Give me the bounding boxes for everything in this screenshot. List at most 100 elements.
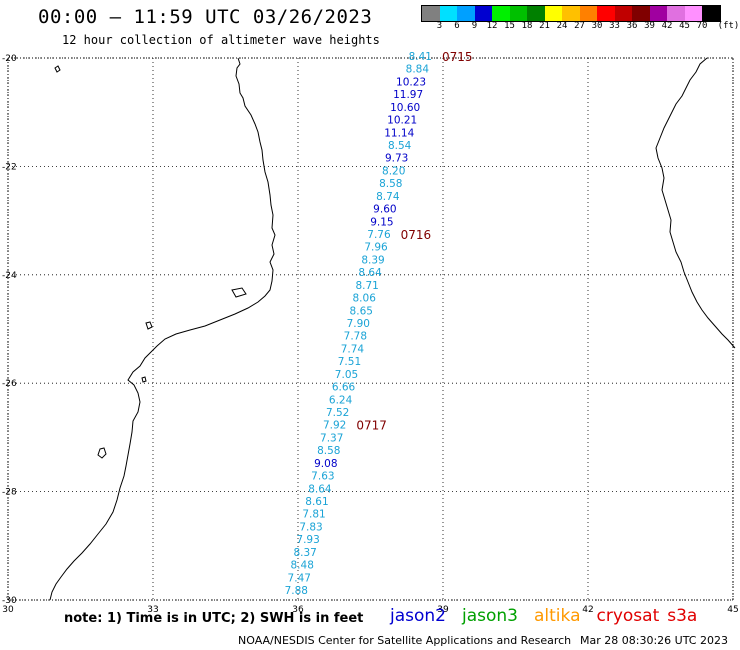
madagascar-coastline (655, 57, 736, 349)
legend-swatch (684, 6, 702, 21)
satellite-altika: altika (534, 606, 581, 626)
lon-tick-label: 42 (582, 605, 593, 615)
legend-label: 36 (626, 21, 638, 31)
swh-reading: 10.60 (390, 102, 420, 114)
swh-reading: 9.60 (373, 204, 396, 216)
swh-reading: 7.78 (344, 331, 367, 343)
swh-reading: 8.39 (361, 254, 384, 266)
swh-reading: 10.23 (396, 76, 426, 88)
satellite-jason3: jason3 (462, 606, 518, 626)
legend-unit: (ft) (717, 21, 740, 31)
swh-reading: 6.24 (329, 394, 353, 406)
legend-label: 30 (591, 21, 603, 31)
swh-reading: 8.37 (293, 547, 316, 559)
swh-reading: 9.15 (370, 216, 393, 228)
legend-label: 33 (609, 21, 620, 31)
swh-reading: 11.97 (393, 89, 423, 101)
lat-tick-label: -22 (2, 162, 17, 172)
coast-island-5 (231, 287, 247, 298)
legend-label: 27 (574, 21, 585, 31)
lat-tick-label: -24 (2, 271, 17, 281)
swh-reading: 7.96 (364, 242, 388, 254)
map-grid (7, 57, 734, 601)
swh-reading: 8.71 (355, 280, 378, 292)
swh-reading: 7.63 (311, 471, 334, 483)
legend-swatch (474, 6, 492, 21)
legend-label: 21 (539, 21, 550, 31)
legend-swatch (509, 6, 527, 21)
lat-tick-label: -26 (2, 379, 17, 389)
satellite-s3a: s3a (667, 606, 698, 626)
credit-text: NOAA/NESDIS Center for Satellite Applica… (238, 634, 572, 647)
legend-label: 3 (436, 21, 443, 31)
legend-label: 15 (504, 21, 515, 31)
legend-label: 70 (696, 21, 708, 31)
legend-swatch (457, 6, 475, 21)
legend-swatch (614, 6, 632, 21)
map-frame (7, 57, 734, 601)
africa-coastline (49, 57, 276, 601)
swh-reading: 6.66 (332, 382, 356, 394)
swh-reading: 8.54 (388, 140, 412, 152)
legend-swatch (632, 6, 650, 21)
swh-reading: 8.41 (409, 51, 432, 63)
swh-reading: 7.37 (320, 432, 343, 444)
track-time-label: 0715 (442, 50, 473, 64)
legend-label: 6 (454, 21, 460, 31)
swh-reading: 7.90 (347, 318, 370, 330)
swh-reading: 8.06 (353, 293, 377, 305)
swh-reading: 9.08 (314, 458, 337, 470)
legend-labels: 3 6 9 12 15 18 21 24 27 30 33 36 39 42 45 70 (ft) (421, 21, 740, 33)
coast-island-2 (145, 321, 153, 330)
swh-reading: 7.74 (341, 343, 365, 355)
swh-reading: 11.14 (384, 127, 414, 139)
legend-label: 12 (486, 21, 498, 31)
swh-reading: 8.65 (350, 305, 373, 317)
swh-reading: 8.64 (358, 267, 382, 279)
swh-reading: 8.58 (379, 178, 402, 190)
track-time-label: 0717 (356, 419, 387, 433)
legend-swatch (667, 6, 685, 21)
legend-label: 18 (521, 21, 533, 31)
lon-tick-label: 30 (2, 605, 14, 615)
satellite-jason2: jason2 (390, 606, 446, 626)
legend-swatch (562, 6, 580, 21)
swh-reading: 8.48 (291, 560, 314, 572)
track-time-label: 0716 (401, 228, 432, 242)
swh-reading: 7.47 (288, 572, 311, 584)
swh-reading: 7.92 (323, 420, 346, 432)
swh-reading: 8.20 (382, 165, 405, 177)
swh-reading: 7.83 (299, 521, 322, 533)
coastline (49, 57, 736, 601)
swh-reading: 7.81 (302, 509, 325, 521)
wave-height-color-legend (421, 5, 721, 22)
swh-reading: 8.74 (376, 191, 400, 203)
altimeter-track: 8.418.8410.2311.9710.6010.2111.148.549.7… (285, 50, 473, 597)
coast-island-4 (141, 376, 147, 383)
swh-reading: 7.76 (367, 229, 391, 241)
note-text: note: 1) Time is in UTC; 2) SWH is in fe… (64, 611, 364, 626)
swh-reading: 8.61 (305, 496, 328, 508)
lon-tick-label: 45 (727, 605, 738, 615)
legend-swatch (544, 6, 562, 21)
legend-swatch (492, 6, 510, 21)
legend-swatch (439, 6, 457, 21)
swh-reading: 8.58 (317, 445, 340, 457)
legend-swatch (422, 6, 440, 21)
legend-label: 9 (471, 21, 478, 31)
swh-reading: 7.52 (326, 407, 349, 419)
swh-reading: 10.21 (387, 115, 417, 127)
timestamp-text: Mar 28 08:30:26 UTC 2023 (580, 634, 728, 647)
lat-tick-label: -30 (2, 596, 17, 606)
legend-label: 39 (644, 21, 655, 31)
lon-tick-label: 33 (147, 605, 158, 615)
legend-label: 24 (556, 21, 568, 31)
legend-swatch (597, 6, 615, 21)
lat-tick-label: -20 (2, 54, 17, 64)
swh-reading: 7.93 (296, 534, 319, 546)
chart-title: 00:00 – 11:59 UTC 03/26/2023 (38, 6, 373, 28)
swh-reading: 9.73 (385, 153, 408, 165)
swh-reading: 7.05 (335, 369, 358, 381)
swh-reading: 7.51 (338, 356, 361, 368)
